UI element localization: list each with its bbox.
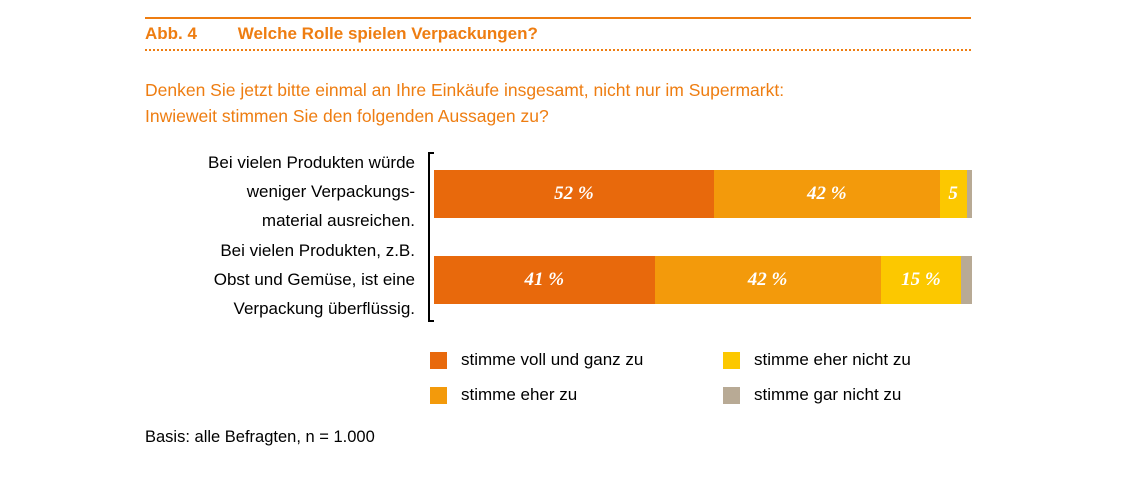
category-label-line: weniger Verpackungs- [246,182,415,201]
category-label: Bei vielen Produkten, z.B. Obst und Gemüs… [125,236,415,323]
legend-swatch [723,386,740,404]
figure-number: Abb. 4 [145,24,197,43]
legend-label: stimme gar nicht zu [754,385,902,404]
question-line-2: Inwieweit stimmen Sie den folgenden Auss… [145,106,549,126]
category-label-line: Bei vielen Produkten, z.B. [220,241,415,260]
data-label: 41 % [524,269,565,290]
legend-swatch [430,386,447,404]
legend-item: stimme voll und ganz zu [430,350,643,370]
bar-segment: 41 % [434,256,655,304]
category-label-line: Verpackung überflüssig. [233,299,415,318]
data-label: 52 % [554,183,594,204]
figure-header: Abb. 4 Welche Rolle spielen Verpackungen… [145,24,538,44]
legend-item: stimme eher nicht zu [723,350,911,370]
bar-segment: 42 % [713,170,940,218]
legend-label: stimme eher zu [461,385,578,404]
top-rule [145,17,971,19]
question-line-1: Denken Sie jetzt bitte einmal an Ihre Ei… [145,80,785,100]
data-label: 15 % [901,269,941,290]
bar-segment [961,256,972,304]
legend: stimme voll und ganz zu stimme eher zu sti… [430,350,990,410]
legend-swatch [430,351,447,369]
category-label-line: material ausreichen. [261,211,415,230]
legend-item: stimme gar nicht zu [723,385,901,405]
data-label: 42 % [747,269,788,290]
bar-segment: 15 % [880,256,962,304]
question-text: Denken Sie jetzt bitte einmal an Ihre Ei… [145,77,784,129]
footnote: Basis: alle Befragten, n = 1.000 [145,428,375,446]
legend-label: stimme eher nicht zu [754,350,911,369]
category-label: Bei vielen Produkten würde weniger Verpac… [125,148,415,235]
category-axis-bracket [428,152,434,322]
data-label: 5 [948,183,958,204]
legend-label: stimme voll und ganz zu [461,350,644,369]
bar-segment: 42 % [654,256,881,304]
dotted-rule [145,49,971,51]
legend-swatch [723,351,740,369]
bar-segment: 5 [939,170,967,218]
stacked-bar: 52 % 42 % 5 [434,170,972,218]
bar-segment: 52 % [434,170,714,218]
category-label-line: Obst und Gemüse, ist eine [213,270,415,289]
category-label-line: Bei vielen Produkten würde [208,153,415,172]
stacked-bar: 41 % 42 % 15 % [434,256,972,304]
bar-segment [966,170,972,218]
data-label: 42 % [806,183,847,204]
legend-item: stimme eher zu [430,385,577,405]
figure-title: Welche Rolle spielen Verpackungen? [237,24,538,43]
